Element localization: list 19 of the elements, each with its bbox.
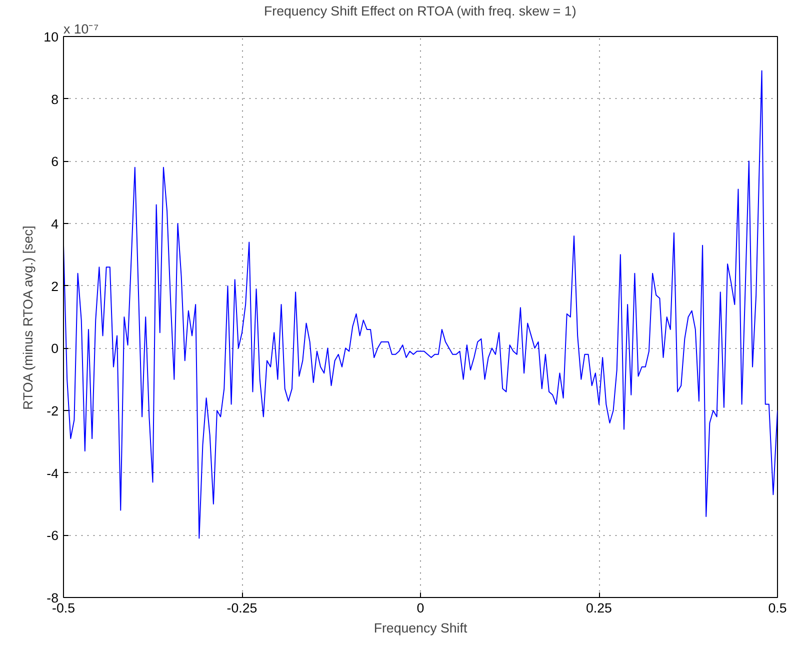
y-tick-label: 2 (51, 278, 59, 294)
x-tick-label: -0.25 (226, 600, 258, 616)
y-tick-label: 4 (51, 216, 60, 232)
annotation: x 10⁻⁷ (64, 22, 99, 36)
y-tick-label: -8 (46, 590, 59, 606)
y-axis-title: RTOA (minus RTOA avg.) [sec] (20, 226, 36, 410)
x-tick-label: 0 (416, 600, 424, 616)
y-tick-label: -2 (46, 404, 59, 418)
y-tick-label: 10 (44, 30, 59, 44)
y-tick-label: 6 (51, 154, 59, 170)
x-tick-label: 0.25 (586, 600, 612, 616)
line-series (64, 70, 778, 539)
y-tick-label: -4 (46, 466, 60, 481)
x-axis-title: Frequency Shift (374, 620, 468, 636)
x-tick-label: 0.5 (768, 600, 787, 616)
y-tick-label: 0 (51, 341, 59, 356)
y-tick-label: -6 (46, 528, 59, 544)
chart-title: Frequency Shift Effect on RTOA (with freq. skew = 1) (264, 4, 576, 18)
y-tick-label: 8 (51, 92, 59, 107)
